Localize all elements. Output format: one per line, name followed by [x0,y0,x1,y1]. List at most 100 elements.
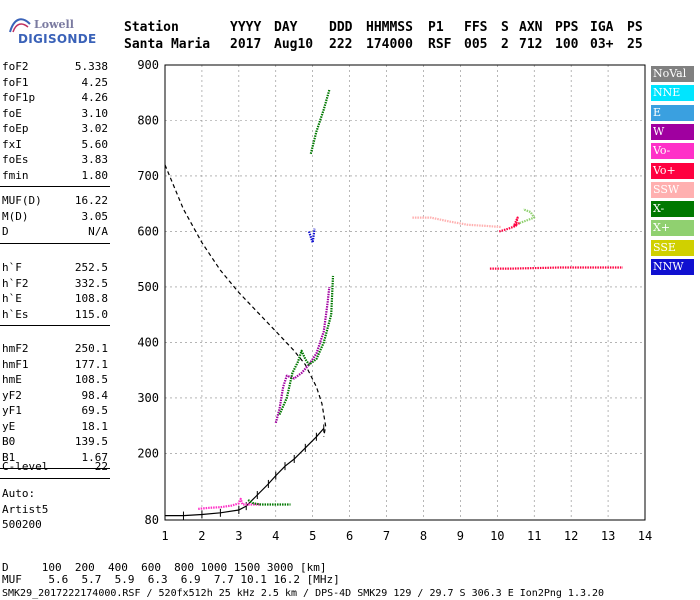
param-row: h`E 108.8 [2,292,108,305]
echo-trace [198,497,261,510]
param-value: 3.83 [81,153,109,166]
param-name: foEp [2,122,29,135]
param-row: foE 3.10 [2,107,108,120]
param-name: hmF1 [2,357,29,371]
param-row: yF1 69.5 [2,404,108,417]
x-tick-label: 12 [564,529,578,543]
param-value: 4.26 [81,91,109,104]
param-value: 16.22 [74,194,108,207]
x-tick-label: 6 [346,529,353,543]
x-axis-ticks: 1 2 3 4 5 6 7 8 9 10 11 12 13 14 [161,529,652,543]
footer-distance-row: D 100 200 400 600 800 1000 1500 3000 [km… [2,561,327,574]
param-row: hmF2 250.1 [2,342,108,355]
param-separator [0,242,110,244]
legend-item: X+ [651,220,694,237]
param-name: hmE [2,373,22,386]
param-value: 98.4 [81,388,109,402]
header-label-day: DAY [274,20,298,35]
param-name: h`E [2,292,22,305]
plot-frame [164,64,646,521]
logo-lowell-text: Lowell [34,18,74,31]
param-name: foF1p [2,91,36,104]
header-value-hhmmss: 174000 [366,37,413,52]
header-value-ddd: 222 [329,37,353,52]
param-separator [0,186,110,187]
echo-trace [307,228,316,244]
param-value: 177.1 [74,357,108,371]
param-name: h`F [2,261,22,274]
header-label-ps: PS [627,20,643,35]
param-name: yE [2,419,16,433]
legend-item: SSE [651,239,694,256]
param-row: hmF1 177.1 [2,358,108,371]
param-value: 69.5 [81,404,109,417]
param-row: foF2 5.338 [2,60,108,73]
param-name: h`F2 [2,276,29,290]
param-name: yF2 [2,388,22,402]
param-row: M(D) 3.05 [2,210,108,223]
param-value: 1.67 [81,450,109,464]
param-row: D N/A [2,225,108,238]
param-name: fxI [2,137,22,151]
legend-item: NoVal [651,66,694,82]
legend-item: NNE [651,85,694,102]
param-separator [0,468,110,469]
header-value-iga: 03+ [590,37,614,52]
header-label-s: S [501,20,509,35]
echo-trace [498,216,520,233]
param-name: B1 [2,450,16,464]
x-tick-label: 8 [420,529,427,543]
param-name: h`Es [2,307,29,321]
x-tick-label: 14 [638,529,652,543]
x-tick-label: 4 [272,529,279,543]
param-value: 3.02 [81,122,109,135]
legend-item: Vo+ [651,162,694,179]
virtual-height-curve [164,164,327,437]
param-row: yF2 98.4 [2,389,108,402]
y-axis-ticks: 80 200 300 400 500 600 700 800 900 [137,58,159,527]
param-row: foF1p 4.26 [2,91,108,104]
y-tick-label: 500 [137,280,159,294]
param-row: MUF(D) 16.22 [2,194,108,207]
param-row: h`F2 332.5 [2,277,108,290]
param-name: hmF2 [2,342,29,355]
y-tick-label: 800 [137,113,159,127]
y-tick-label: 700 [137,169,159,183]
param-row: fxI 5.60 [2,138,108,151]
scaled-parameters-panel: foF2 5.338 foF1 4.25 foF1p 4.26 foE 3.10 foEp 3.0… [0,0,112,540]
param-value: 18.1 [81,419,109,433]
header-label-axn: AXN [519,20,543,35]
param-value: 252.5 [74,261,108,274]
echo-trace [309,89,331,155]
x-tick-label: 5 [309,529,316,543]
x-tick-label: 10 [490,529,504,543]
legend-item: W [651,123,694,140]
param-row: h`Es 115.0 [2,308,108,321]
param-value: 332.5 [74,276,108,290]
param-name: M(D) [2,209,29,223]
echo-trace [278,275,335,416]
echo-trace [247,499,291,506]
param-value: N/A [88,225,108,238]
x-tick-label: 1 [161,529,168,543]
header-label-iga: IGA [590,20,614,35]
echo-trace [412,216,502,229]
param-row: foEs 3.83 [2,153,108,166]
echo-trace [519,208,536,225]
param-row: yE 18.1 [2,420,108,433]
param-name: MUF(D) [2,194,42,207]
echo-trace [489,266,623,270]
legend-item: X- [651,201,694,218]
x-tick-label: 2 [198,529,205,543]
footer-muf-row: MUF 5.6 5.7 5.9 6.3 6.9 7.7 10.1 16.2 [M… [2,573,340,586]
param-value: 22 [94,460,108,473]
param-row: hmE 108.5 [2,373,108,386]
x-tick-label: 9 [457,529,464,543]
x-tick-label: 11 [527,529,541,543]
legend-item: SSW [651,181,694,198]
x-tick-label: 7 [383,529,390,543]
param-row: B0 139.5 [2,435,108,448]
param-value: 108.5 [74,373,108,386]
param-value: 250.1 [74,342,108,355]
